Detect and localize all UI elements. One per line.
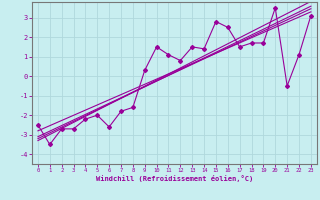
X-axis label: Windchill (Refroidissement éolien,°C): Windchill (Refroidissement éolien,°C): [96, 175, 253, 182]
